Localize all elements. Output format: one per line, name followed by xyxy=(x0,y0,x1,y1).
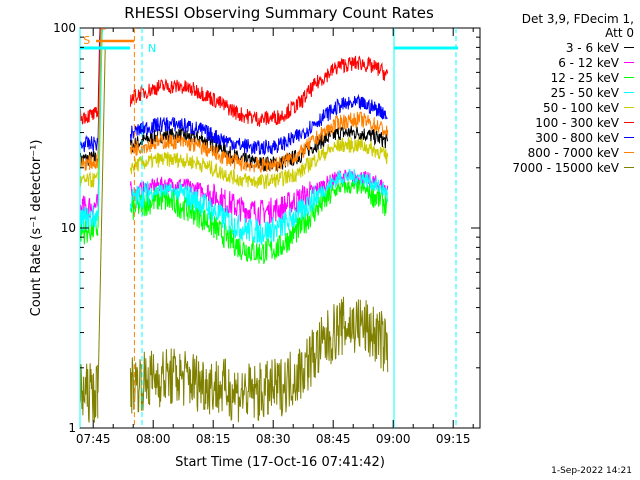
legend-swatch xyxy=(624,107,634,108)
x-tick-label: 07:45 xyxy=(76,432,111,446)
legend-entry: 25 - 50 keV xyxy=(474,85,634,100)
series-line xyxy=(129,55,389,127)
series-line xyxy=(129,168,389,246)
x-tick-label: 08:00 xyxy=(136,432,171,446)
legend-swatch xyxy=(624,137,634,138)
series-spike xyxy=(97,48,106,393)
legend-entry-label: 25 - 50 keV xyxy=(550,85,619,100)
legend-swatch xyxy=(624,122,634,123)
legend-swatch xyxy=(624,167,634,168)
series-line xyxy=(79,193,99,221)
legend-entry-label: 3 - 6 keV xyxy=(565,40,619,55)
flag-s-label: S xyxy=(83,34,90,47)
footer-timestamp: 1-Sep-2022 14:21 xyxy=(551,466,632,476)
series-line xyxy=(129,137,389,190)
legend-entry: 7000 - 15000 keV xyxy=(474,160,634,175)
chart-title: RHESSI Observing Summary Count Rates xyxy=(124,4,434,22)
x-tick-label: 09:15 xyxy=(436,432,471,446)
legend-entry: 50 - 100 keV xyxy=(474,100,634,115)
legend-entry: 12 - 25 keV xyxy=(474,70,634,85)
series-line xyxy=(79,154,99,171)
legend-entry: 800 - 7000 keV xyxy=(474,145,634,160)
series-line xyxy=(129,296,389,423)
series-line xyxy=(129,111,389,173)
legend-entry-label: 50 - 100 keV xyxy=(542,100,619,115)
y-axis-label: Count Rate (s⁻¹ detector⁻¹) xyxy=(29,140,44,317)
y-tick-label: 10 xyxy=(61,221,76,235)
flag-n-label: N xyxy=(148,42,156,55)
legend-swatch xyxy=(624,47,634,48)
x-tick-label: 08:30 xyxy=(256,432,291,446)
legend: Det 3,9, FDecim 1, Att 0 3 - 6 keV 6 - 12… xyxy=(474,12,634,175)
series-line xyxy=(129,93,388,156)
y-tick-label: 1 xyxy=(68,421,76,435)
legend-entry-label: 12 - 25 keV xyxy=(550,70,619,85)
legend-entry: 3 - 6 keV xyxy=(474,40,634,55)
legend-swatch xyxy=(624,92,634,93)
legend-entry-label: 7000 - 15000 keV xyxy=(512,160,619,175)
legend-header-line1: Det 3,9, FDecim 1, xyxy=(521,12,634,26)
series-line xyxy=(79,205,99,232)
x-tick-label: 08:45 xyxy=(316,432,351,446)
x-axis-label: Start Time (17-Oct-16 07:41:42) xyxy=(175,455,385,470)
series-line xyxy=(79,170,99,188)
legend-entry-label: 800 - 7000 keV xyxy=(527,145,619,160)
legend-entry-label: 100 - 300 keV xyxy=(535,115,619,130)
x-tick-label: 08:15 xyxy=(196,432,231,446)
legend-entry: 6 - 12 keV xyxy=(474,55,634,70)
legend-swatch xyxy=(624,62,634,63)
series-layer xyxy=(79,28,389,423)
legend-swatch xyxy=(624,77,634,78)
legend-swatch xyxy=(624,152,634,153)
series-spike xyxy=(97,28,106,162)
series-line xyxy=(129,179,389,265)
legend-entry: 300 - 800 keV xyxy=(474,130,634,145)
y-tick-label: 100 xyxy=(53,21,76,35)
legend-entry-label: 6 - 12 keV xyxy=(558,55,619,70)
axis-layer: 07:45 08:00 08:15 08:30 08:45 09:00 09:15 1 10 10… xyxy=(53,21,480,446)
series-line xyxy=(80,134,99,153)
series-line xyxy=(79,106,99,125)
series-line xyxy=(79,363,99,423)
legend-header-line2: Att 0 xyxy=(605,26,634,40)
x-tick-label: 09:00 xyxy=(376,432,411,446)
legend-entry: 100 - 300 keV xyxy=(474,115,634,130)
legend-entries: 3 - 6 keV 6 - 12 keV 12 - 25 keV 25 - 50 ke… xyxy=(474,40,634,175)
legend-entry-label: 300 - 800 keV xyxy=(535,130,619,145)
